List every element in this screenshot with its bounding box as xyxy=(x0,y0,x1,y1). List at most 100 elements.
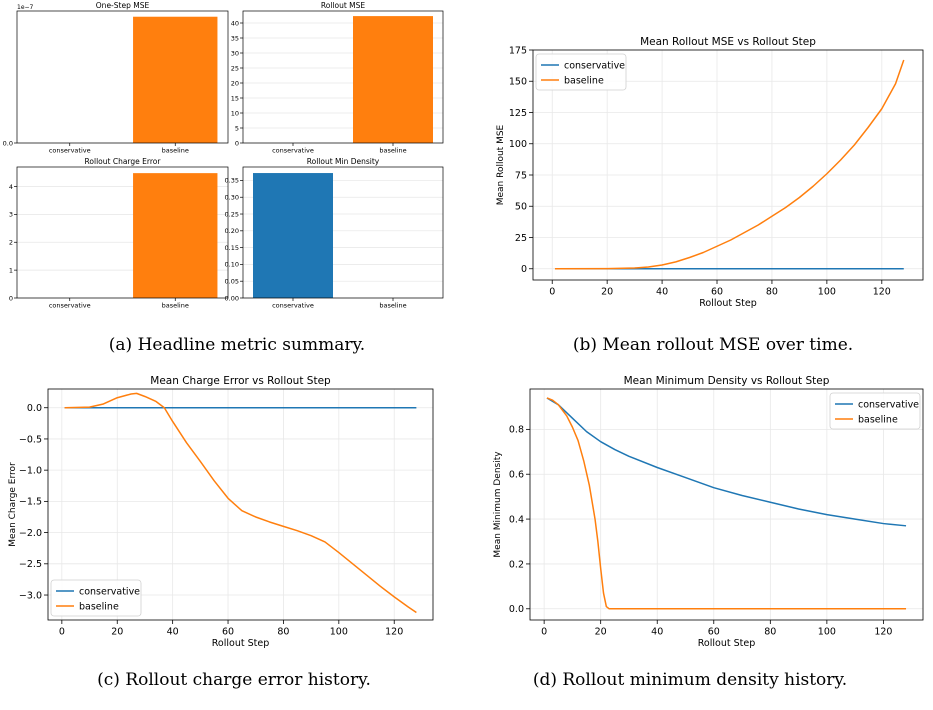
chart-a1: 0.00.51.01.52.02.53.0conservativebaselin… xyxy=(3,1,229,155)
y-tick-label: 30 xyxy=(231,49,239,57)
chart-title: One-Step MSE xyxy=(96,1,150,10)
bar-baseline xyxy=(133,173,218,298)
y-tick-label: −2.0 xyxy=(19,528,42,539)
x-tick-label: 120 xyxy=(385,627,403,638)
y-tick-label: 0.15 xyxy=(225,244,239,252)
y-tick-label: 0.0 xyxy=(27,403,42,414)
y-axis-label: Mean Minimum Density xyxy=(493,451,503,558)
y-tick-label: 175 xyxy=(509,45,527,56)
axes-frame xyxy=(16,10,229,144)
x-axis-label: Rollout Step xyxy=(698,638,755,649)
y-tick-label: −0.5 xyxy=(19,434,42,445)
chart-title: Rollout Min Density xyxy=(307,157,380,166)
bar-baseline xyxy=(133,16,218,143)
series-line-conservative xyxy=(546,397,907,527)
y-tick-label: 4 xyxy=(9,183,13,191)
legend-label-conservative: conservative xyxy=(858,400,919,411)
x-tick-label: baseline xyxy=(379,147,406,155)
caption-c: (c) Rollout charge error history. xyxy=(97,670,371,690)
chart-a4: 0.00 0.05 0.10 0.15 0.20 0.25 0.30 0.35 conserva… xyxy=(225,157,444,310)
y-tick-label: 0.30 xyxy=(225,194,239,202)
x-tick-label: 60 xyxy=(711,287,723,298)
x-tick-label: 40 xyxy=(167,627,179,638)
chart-a3: 0 1 2 3 4 conservative baseline Rollout Charge … xyxy=(9,157,229,310)
legend-box xyxy=(829,392,921,430)
x-tick-label: 100 xyxy=(818,627,836,638)
x-tick-label: 20 xyxy=(111,627,123,638)
y-tick-label: 35 xyxy=(231,34,239,42)
y-tick-label: 0.4 xyxy=(509,514,524,525)
legend: conservative baseline xyxy=(50,579,142,617)
y-tick-label: 0.8 xyxy=(509,425,524,436)
y-axis-label: Mean Charge Error xyxy=(8,462,18,547)
caption-d: (d) Rollout minimum density history. xyxy=(533,670,847,690)
y-tick-label: 0 xyxy=(9,294,13,302)
y-tick-label: 0.2 xyxy=(509,559,524,570)
chart-c: 0 20 40 60 80 100 120 0.0 −0.5 −1.0 −1.5 −2.0 −2.5 −3… xyxy=(8,375,434,649)
x-tick-label: 100 xyxy=(818,287,836,298)
y-tick-label: 25 xyxy=(231,64,239,72)
caption-b: (b) Mean rollout MSE over time. xyxy=(573,335,853,355)
y-tick-label: −1.5 xyxy=(19,497,42,508)
chart-b: 0 20 40 60 80 100 120 0 25 50 75 100 125 150 175 Mean R… xyxy=(496,36,924,309)
y-tick-label: 40 xyxy=(231,19,239,27)
y-tick-label: 100 xyxy=(509,139,527,150)
y-tick-label: 50 xyxy=(515,202,527,213)
y-tick-label: 10 xyxy=(231,109,239,117)
y-tick-label: 0.10 xyxy=(225,261,239,269)
y-tick-label: 0.25 xyxy=(225,210,239,218)
y-tick-label: 2 xyxy=(9,239,13,247)
x-tick-label: 20 xyxy=(601,287,613,298)
legend-label-baseline: baseline xyxy=(564,76,604,87)
axes-frame xyxy=(16,166,229,299)
legend-label-baseline: baseline xyxy=(858,415,898,426)
series-line-baseline xyxy=(546,397,907,610)
y-tick-label: 0 xyxy=(521,264,527,275)
bar-baseline xyxy=(353,16,433,144)
caption-a: (a) Headline metric summary. xyxy=(109,335,365,355)
y-tick-label: 3 xyxy=(9,211,13,219)
legend: conservative baseline xyxy=(829,392,921,430)
y-tick-label: −2.5 xyxy=(19,559,42,570)
y-tick-label: 150 xyxy=(509,77,527,88)
y-tick-label: 0.0 xyxy=(509,604,524,615)
chart-title: Rollout MSE xyxy=(321,1,366,10)
y-offset-label: 1e−7 xyxy=(17,4,34,11)
y-tick-label: 0.20 xyxy=(225,227,239,235)
y-axis-label: Mean Rollout MSE xyxy=(496,124,506,205)
legend: conservative baseline xyxy=(535,53,627,91)
chart-title: Mean Rollout MSE vs Rollout Step xyxy=(640,36,816,48)
legend-label-conservative: conservative xyxy=(79,587,140,598)
x-tick-label: 60 xyxy=(708,627,720,638)
series-line-baseline xyxy=(554,59,905,270)
legend-box xyxy=(535,53,627,91)
x-tick-label: 80 xyxy=(277,627,289,638)
x-axis-label: Rollout Step xyxy=(212,638,269,649)
legend-label-conservative: conservative xyxy=(564,61,625,72)
y-tick-label: 75 xyxy=(515,170,527,181)
chart-title: Mean Minimum Density vs Rollout Step xyxy=(624,375,830,387)
chart-title: Rollout Charge Error xyxy=(85,157,162,166)
chart-a2: 0 5 10 15 20 25 30 35 40 conservative baseline Roll… xyxy=(231,1,444,155)
y-tick-label: 15 xyxy=(231,94,239,102)
y-tick-label: 0.00 xyxy=(225,294,239,302)
axes-frame xyxy=(242,166,444,299)
x-tick-label: baseline xyxy=(162,302,189,310)
x-tick-label: 0 xyxy=(549,287,555,298)
chart-d: 0 20 40 60 80 100 120 0.0 0.2 0.4 0.6 0.8 Mean Minim… xyxy=(493,375,924,649)
y-tick-label: 0.05 xyxy=(225,277,239,285)
y-tick-label: 0.35 xyxy=(225,177,239,185)
x-tick-label: 0 xyxy=(541,627,547,638)
x-tick-label: 60 xyxy=(222,627,234,638)
y-tick-label: 5 xyxy=(235,124,239,132)
x-tick-label: 80 xyxy=(766,287,778,298)
legend-box xyxy=(50,579,142,617)
chart-title: Mean Charge Error vs Rollout Step xyxy=(150,375,331,387)
y-tick-label: 25 xyxy=(515,233,527,244)
x-tick-label: conservative xyxy=(272,147,314,155)
series-line-baseline xyxy=(64,392,417,614)
x-tick-label: 40 xyxy=(656,287,668,298)
legend-label-baseline: baseline xyxy=(79,602,119,613)
x-tick-label: 40 xyxy=(651,627,663,638)
